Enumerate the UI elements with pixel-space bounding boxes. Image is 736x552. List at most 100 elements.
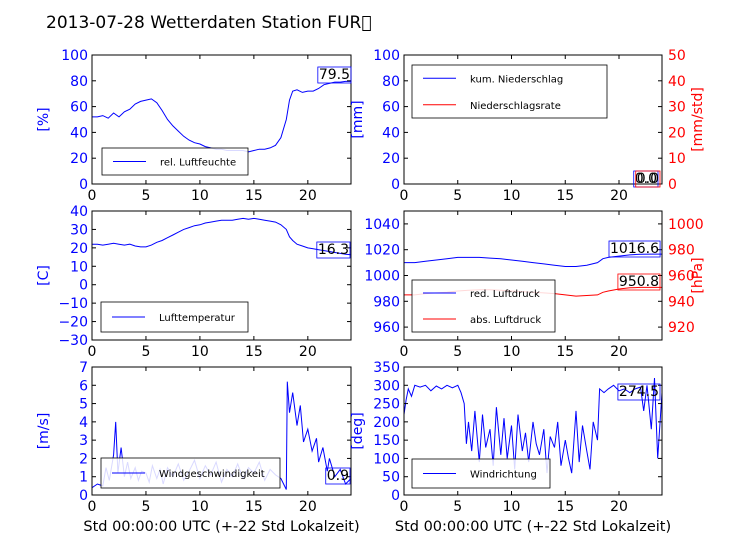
x-tick-label: 20 bbox=[299, 499, 317, 515]
axes-frame bbox=[403, 54, 663, 185]
x-tick-label: 20 bbox=[610, 499, 628, 515]
y-tick-label: 3 bbox=[79, 433, 88, 449]
y-tick-label: 60 bbox=[382, 100, 400, 116]
y-tick-label: 0 bbox=[79, 177, 88, 193]
y-tick-label-right: 30 bbox=[668, 100, 686, 116]
y-axis-label: [C] bbox=[36, 265, 52, 286]
y-axis-label-right: [hPa] bbox=[690, 257, 706, 293]
y-tick-label: 100 bbox=[373, 451, 400, 467]
x-tick-label: 15 bbox=[556, 499, 574, 515]
x-tick-label: 20 bbox=[299, 344, 317, 360]
y-tick-label-right: 20 bbox=[668, 125, 686, 141]
y-tick-label: −20 bbox=[58, 315, 88, 331]
y-tick-label: 0 bbox=[79, 278, 88, 294]
y-tick-label: 60 bbox=[70, 100, 88, 116]
y-tick-label: 1000 bbox=[364, 269, 400, 285]
y-axis-label: [%] bbox=[36, 107, 52, 131]
x-tick-label: 5 bbox=[453, 499, 462, 515]
y-tick-label-right: 40 bbox=[668, 74, 686, 90]
y-tick-label: 0 bbox=[79, 488, 88, 504]
y-tick-label: 250 bbox=[373, 397, 400, 413]
y-tick-label: 100 bbox=[61, 48, 88, 64]
y-tick-label-right: 940 bbox=[668, 294, 695, 310]
last-value-annotation: 1016.6 bbox=[610, 241, 659, 257]
legend-entry: Lufttemperatur bbox=[159, 313, 236, 324]
axes-frame bbox=[91, 210, 352, 341]
series-line-4-1 bbox=[404, 253, 662, 267]
y-tick-label-right: 50 bbox=[668, 48, 686, 64]
legend: Windrichtung bbox=[411, 458, 551, 489]
y-tick-label: 20 bbox=[70, 151, 88, 167]
x-tick-label: 5 bbox=[141, 188, 150, 204]
x-tick-label: 15 bbox=[245, 188, 263, 204]
x-tick-label: 10 bbox=[191, 188, 209, 204]
last-value-annotation: 950.8 bbox=[619, 274, 659, 290]
x-tick-label: 5 bbox=[141, 499, 150, 515]
x-tick-label: 0 bbox=[400, 188, 409, 204]
y-tick-label: 6 bbox=[79, 378, 88, 394]
series-line-6-1 bbox=[404, 377, 662, 474]
last-value-annotation: 274.5 bbox=[619, 384, 659, 400]
x-tick-label: 10 bbox=[191, 344, 209, 360]
x-tick-label: 10 bbox=[191, 499, 209, 515]
y-tick-label: 30 bbox=[70, 222, 88, 238]
legend-entry: red. Luftdruck bbox=[470, 289, 540, 300]
figure-title: 2013-07-28 Wetterdaten Station FUR  bbox=[46, 13, 372, 33]
x-tick-label: 5 bbox=[453, 188, 462, 204]
y-tick-label: 960 bbox=[373, 320, 400, 336]
y-tick-label: 20 bbox=[70, 241, 88, 257]
x-tick-label: 20 bbox=[610, 188, 628, 204]
y-tick-label: −10 bbox=[58, 296, 88, 312]
x-tick-label: 5 bbox=[453, 344, 462, 360]
axes-frame bbox=[91, 366, 352, 496]
x-tick-label: 0 bbox=[400, 499, 409, 515]
legend: Windgeschwindigkeit bbox=[100, 457, 281, 489]
x-axis-label: Std 00:00:00 UTC (+-22 Std Lokalzeit) bbox=[395, 519, 671, 535]
last-value-annotation: 16.3 bbox=[318, 242, 349, 258]
legend: kum. Niederschlag Niederschlagsrate bbox=[411, 64, 608, 119]
x-tick-label: 10 bbox=[503, 344, 521, 360]
y-tick-label: 0 bbox=[391, 177, 400, 193]
axes-frame bbox=[91, 54, 352, 185]
y-tick-label: 350 bbox=[373, 360, 400, 376]
x-tick-label: 0 bbox=[88, 188, 97, 204]
y-axis-label: [m/s] bbox=[36, 413, 52, 450]
y-axis-label: [deg] bbox=[350, 412, 366, 449]
chart-panel-1: 0 5 10 15 20 0 20 40 60 80 100 [%] rel. Luftfeuchte 7… bbox=[36, 48, 352, 204]
legend-entry: Windrichtung bbox=[470, 470, 537, 481]
y-tick-label: 40 bbox=[70, 204, 88, 220]
legend-entry: Windgeschwindigkeit bbox=[159, 469, 265, 480]
y-tick-label: 980 bbox=[373, 294, 400, 310]
legend-entry: abs. Luftdruck bbox=[470, 315, 541, 326]
annotation-box bbox=[316, 241, 351, 259]
chart-panel-4: 0 5 10 15 20 960 980 1000 1020 1040 920 940 960 980 10… bbox=[364, 210, 706, 360]
legend: Lufttemperatur bbox=[100, 301, 249, 333]
annotation-box bbox=[635, 170, 661, 188]
y-tick-label: 5 bbox=[79, 397, 88, 413]
annotation-box bbox=[608, 240, 661, 258]
y-tick-label-right: 920 bbox=[668, 320, 695, 336]
y-tick-label-right: 980 bbox=[668, 243, 695, 259]
y-tick-label: 1040 bbox=[364, 217, 400, 233]
x-tick-label: 10 bbox=[503, 499, 521, 515]
y-tick-label: 7 bbox=[79, 360, 88, 376]
y-tick-label: 40 bbox=[382, 125, 400, 141]
y-tick-label: 2 bbox=[79, 451, 88, 467]
y-tick-label: 20 bbox=[382, 151, 400, 167]
chart-panel-2: 0 5 10 15 20 0 20 40 60 80 100 0 10 20 30 40 50 [mm] [mm/s… bbox=[350, 48, 706, 204]
x-tick-label: 0 bbox=[88, 344, 97, 360]
y-tick-label: 10 bbox=[70, 259, 88, 275]
y-tick-label: 80 bbox=[70, 74, 88, 90]
y-tick-label: 0 bbox=[391, 488, 400, 504]
x-tick-label: 10 bbox=[503, 188, 521, 204]
y-tick-label-right: 10 bbox=[668, 151, 686, 167]
y-tick-label: 1020 bbox=[364, 243, 400, 259]
y-tick-label-right: 1000 bbox=[668, 217, 704, 233]
y-tick-label-right: 0 bbox=[668, 177, 677, 193]
x-axis-label: Std 00:00:00 UTC (+-22 Std Lokalzeit) bbox=[83, 519, 359, 535]
annotation-box bbox=[325, 467, 351, 485]
last-value-annotation: 0.9 bbox=[327, 468, 349, 484]
